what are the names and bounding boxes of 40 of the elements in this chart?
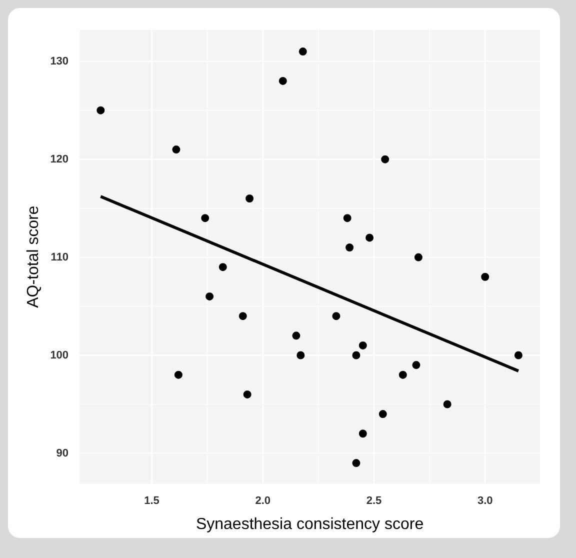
point [174,370,182,379]
point [352,351,360,360]
point [366,234,374,242]
point [412,361,420,370]
point [352,459,360,468]
point [296,351,305,360]
point [414,253,422,262]
point [346,243,354,252]
y-tick-label: 110 [50,251,69,264]
point [238,312,247,320]
point [246,194,254,203]
x-tick-label: 2.0 [255,495,271,508]
point [206,292,214,300]
point [398,370,407,379]
y-tick-label: 90 [56,447,69,460]
point [381,155,390,164]
y-axis-title: AQ-total score [25,206,42,308]
point [443,400,452,408]
point [358,430,367,438]
point [96,106,105,114]
point [332,312,340,320]
point [514,351,522,360]
point [358,341,367,350]
point [243,390,252,398]
point [278,76,287,85]
y-tick-label: 100 [50,349,69,362]
x-tick-label: 1.5 [144,495,160,508]
point [218,263,227,272]
point [298,48,307,56]
y-tick-label: 120 [50,153,69,166]
point [292,332,300,340]
x-axis-title: Synaesthesia consistency score [196,516,424,533]
point [343,214,352,222]
point [481,272,490,281]
x-tick-label: 3.0 [477,495,493,508]
point [172,146,180,154]
point [201,214,210,222]
point [378,410,387,418]
x-tick-label: 2.5 [366,495,382,508]
y-tick-label: 130 [50,55,69,68]
